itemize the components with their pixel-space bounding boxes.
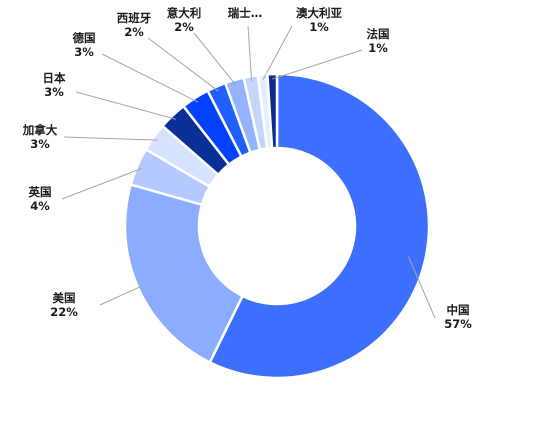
value-label-2: 4% <box>30 199 50 213</box>
value-label-9: 1% <box>309 20 329 34</box>
category-label-8: 瑞士… <box>228 6 263 20</box>
leader-line-3 <box>63 136 158 141</box>
category-label-10: 法国 <box>367 27 390 41</box>
leader-line-6 <box>147 37 219 92</box>
value-label-10: 1% <box>368 41 388 55</box>
value-label-1: 22% <box>50 305 78 319</box>
category-label-6: 西班牙 <box>117 11 152 25</box>
donut-slice-1 <box>123 182 245 365</box>
category-label-7: 意大利 <box>167 6 202 20</box>
category-label-0: 中国 <box>447 303 470 317</box>
category-label-9: 澳大利亚 <box>296 6 342 20</box>
category-label-3: 加拿大 <box>22 123 58 137</box>
value-label-4: 3% <box>44 85 64 99</box>
leader-line-0 <box>408 256 436 319</box>
value-label-3: 3% <box>30 137 50 151</box>
category-label-4: 日本 <box>43 71 66 85</box>
leader-line-9 <box>262 25 293 80</box>
value-label-0: 57% <box>444 317 472 331</box>
leader-line-2 <box>61 167 142 200</box>
value-label-7: 2% <box>174 20 194 34</box>
leader-line-5 <box>101 53 199 103</box>
value-label-5: 3% <box>74 45 94 59</box>
category-label-1: 美国 <box>53 291 76 305</box>
category-label-2: 英国 <box>28 185 52 199</box>
leader-line-1 <box>99 285 143 306</box>
category-label-5: 德国 <box>72 31 96 45</box>
value-label-6: 2% <box>124 25 144 39</box>
leader-line-10 <box>272 49 363 80</box>
donut-slice-0 <box>208 72 431 380</box>
leader-line-4 <box>75 91 177 120</box>
leader-line-7 <box>193 32 237 86</box>
donut-slice-10 <box>266 72 279 150</box>
leader-line-8 <box>247 25 253 82</box>
